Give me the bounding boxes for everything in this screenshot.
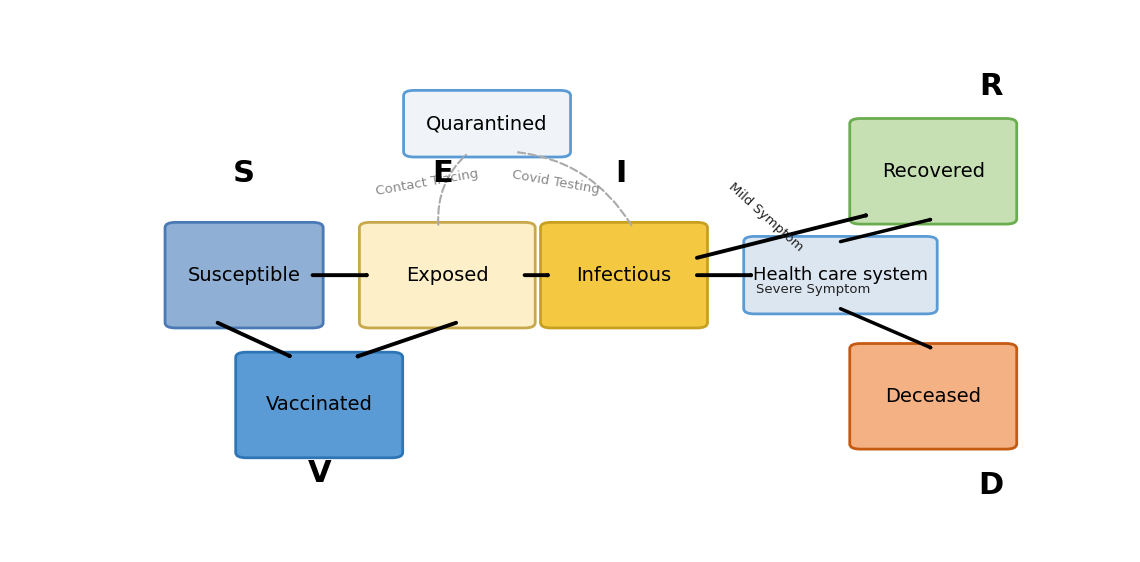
FancyBboxPatch shape <box>849 343 1017 449</box>
FancyBboxPatch shape <box>849 119 1017 224</box>
Text: E: E <box>432 159 454 188</box>
FancyArrowPatch shape <box>438 155 466 225</box>
Text: Contact Tracing: Contact Tracing <box>375 167 479 198</box>
Text: S: S <box>233 159 255 188</box>
Text: Vaccinated: Vaccinated <box>266 396 373 415</box>
Text: Susceptible: Susceptible <box>188 266 301 285</box>
Text: Mild Symptom: Mild Symptom <box>726 180 806 253</box>
FancyBboxPatch shape <box>404 90 570 157</box>
Text: I: I <box>616 159 627 188</box>
Text: Exposed: Exposed <box>406 266 489 285</box>
Text: V: V <box>308 459 331 488</box>
Text: Health care system: Health care system <box>752 266 928 284</box>
Text: D: D <box>978 470 1003 500</box>
Text: Severe Symptom: Severe Symptom <box>756 283 870 296</box>
Text: Quarantined: Quarantined <box>426 114 548 133</box>
Text: R: R <box>979 72 1002 101</box>
Text: Infectious: Infectious <box>577 266 671 285</box>
Text: Deceased: Deceased <box>886 387 982 406</box>
Text: Covid Testing: Covid Testing <box>511 168 601 196</box>
FancyBboxPatch shape <box>743 237 937 314</box>
FancyBboxPatch shape <box>540 223 708 328</box>
FancyBboxPatch shape <box>359 223 535 328</box>
Text: Recovered: Recovered <box>881 162 985 181</box>
FancyArrowPatch shape <box>519 152 632 225</box>
FancyBboxPatch shape <box>236 352 402 458</box>
FancyBboxPatch shape <box>165 223 323 328</box>
